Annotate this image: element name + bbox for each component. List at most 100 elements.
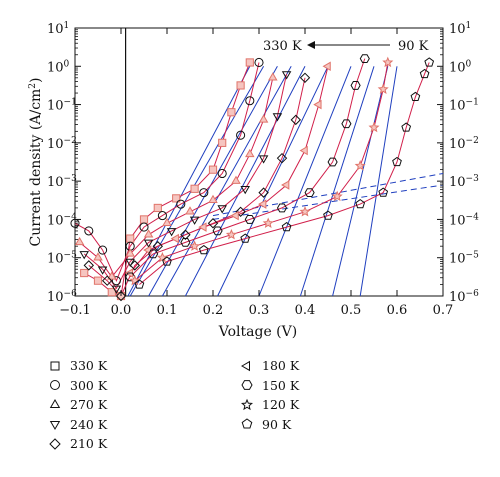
point-150K-4 <box>244 215 255 224</box>
point-240K-1 <box>97 266 108 275</box>
point-300K-10 <box>236 130 246 140</box>
point-330K-6 <box>153 203 162 213</box>
point-330K-10 <box>218 138 227 147</box>
point-330K-13 <box>245 58 254 67</box>
point-90K-2 <box>198 244 209 255</box>
point-330K-11 <box>227 108 236 117</box>
point-240K-8 <box>240 186 250 195</box>
y-tick-label-right: 10−1 <box>449 98 479 114</box>
point-90K-10 <box>410 91 421 102</box>
x-tick-label: 0.2 <box>203 303 224 318</box>
point-150K-8 <box>341 119 352 129</box>
point-300K-2 <box>98 245 108 255</box>
point-150K-5 <box>276 203 288 213</box>
point-90K-11 <box>419 68 430 79</box>
point-120K-7 <box>354 160 366 171</box>
temperature-annotation: 330 K 90 K <box>263 39 429 54</box>
point-210K-3 <box>129 260 141 271</box>
point-120K-6 <box>331 190 343 202</box>
y-tick-label: 101 <box>47 21 69 37</box>
point-210K-2 <box>115 290 127 302</box>
point-180K-3 <box>198 222 207 232</box>
point-150K-10 <box>359 54 370 64</box>
point-210K-0 <box>83 260 95 271</box>
point-300K-1 <box>84 226 94 236</box>
y-tick-label: 10−6 <box>47 289 77 305</box>
point-180K-6 <box>281 180 290 190</box>
point-90K-6 <box>355 198 366 209</box>
point-180K-4 <box>230 210 239 221</box>
point-270K-10 <box>258 114 269 123</box>
fit-line-2 <box>148 66 278 297</box>
point-270K-4 <box>143 229 154 238</box>
arrowhead-icon <box>307 41 315 49</box>
x-tick-label: 0.5 <box>341 303 362 318</box>
series-curve-180K <box>129 66 329 274</box>
point-90K-9 <box>401 122 412 132</box>
x-tick-label: 0.7 <box>433 303 454 318</box>
y-tick-label-right: 10−6 <box>449 289 479 305</box>
point-90K-1 <box>162 256 172 266</box>
point-240K-3 <box>125 258 135 268</box>
point-240K-10 <box>272 113 283 122</box>
point-330K-2 <box>107 288 116 297</box>
point-330K-9 <box>208 165 218 174</box>
fit-line-5 <box>217 66 329 297</box>
series-curve-90K <box>139 62 430 285</box>
point-330K-1 <box>93 276 103 285</box>
fit-line-4 <box>184 66 306 297</box>
dashed-fit-line-1 <box>212 184 444 220</box>
point-120K-9 <box>377 83 389 94</box>
point-330K-4 <box>126 234 135 243</box>
x-tick-label: −0.1 <box>59 303 91 318</box>
point-300K-6 <box>157 211 167 221</box>
series-curve-330K <box>83 62 251 297</box>
point-330K-0 <box>80 268 89 278</box>
point-270K-2 <box>107 271 117 280</box>
point-150K-9 <box>350 81 361 90</box>
point-180K-9 <box>322 61 331 72</box>
y-tick-label: 10−4 <box>47 212 77 228</box>
point-90K-0 <box>134 279 145 289</box>
point-180K-5 <box>258 199 267 209</box>
point-270K-7 <box>208 194 218 204</box>
ticks: −0.1 0.0 0.1 0.2 0.3 0.4 0.5 0.6 0.7 101 101 100 100… <box>47 21 479 318</box>
dashed-lines <box>212 172 444 220</box>
series-curve-150K <box>129 58 366 278</box>
x-tick-label: 0.0 <box>111 303 132 318</box>
x-axis-title: Voltage (V) <box>218 324 297 340</box>
point-270K-0 <box>74 236 85 246</box>
point-210K-11 <box>299 72 311 83</box>
point-240K-9 <box>258 155 269 164</box>
fit-line-8 <box>332 66 389 297</box>
annotation-left-label: 330 K <box>263 39 302 54</box>
point-90K-8 <box>392 156 402 167</box>
y-tick-label: 10−3 <box>47 174 77 190</box>
point-330K-5 <box>139 215 149 224</box>
y-tick-label: 10−5 <box>47 251 77 267</box>
x-tick-label: 0.3 <box>249 303 270 318</box>
fit-lines <box>127 66 398 297</box>
point-240K-6 <box>189 216 200 225</box>
point-150K-3 <box>212 226 223 236</box>
point-300K-8 <box>199 188 209 198</box>
annotation-right-label: 90 K <box>398 39 429 54</box>
point-120K-4 <box>262 217 274 228</box>
point-270K-1 <box>93 252 103 261</box>
fit-line-9 <box>359 66 398 297</box>
point-210K-1 <box>101 275 113 286</box>
point-240K-5 <box>166 228 177 237</box>
point-240K-7 <box>217 205 227 214</box>
point-300K-5 <box>139 222 149 232</box>
point-120K-10 <box>382 56 394 68</box>
point-270K-6 <box>185 206 195 215</box>
point-330K-7 <box>172 194 181 203</box>
fit-line-3 <box>161 66 292 297</box>
dashed-fit-line-0 <box>212 172 444 217</box>
point-150K-6 <box>304 188 315 198</box>
x-tick-label: 0.1 <box>157 303 178 318</box>
fit-line-6 <box>258 66 352 297</box>
point-330K-8 <box>190 184 199 193</box>
point-180K-2 <box>170 233 179 244</box>
